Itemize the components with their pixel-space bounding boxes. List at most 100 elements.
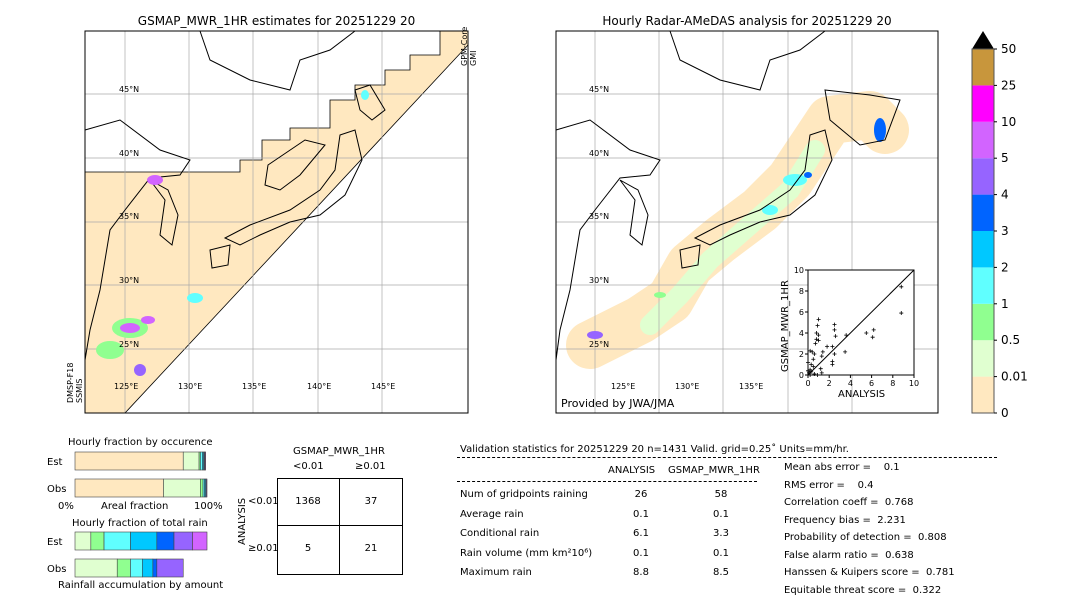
right-map-frame xyxy=(555,30,939,414)
lon-label: 145°E xyxy=(371,382,396,391)
left-gridlines xyxy=(85,31,468,413)
right-map xyxy=(555,30,939,414)
diagonal-line xyxy=(807,269,915,376)
scatter-point xyxy=(816,317,821,322)
occurrence-est-segment xyxy=(182,451,200,471)
score-line: Equitable threat score = 0.322 xyxy=(784,584,942,596)
lat-label: 30°N xyxy=(589,276,610,285)
colorbar-tick-label: 0.01 xyxy=(1001,370,1028,384)
score-line: Mean abs error = 0.1 xyxy=(784,462,900,473)
colorbar-tick-label: 0 xyxy=(1001,406,1009,420)
colorbar-segment xyxy=(972,267,994,304)
stats-header: Validation statistics for 20251229 20 n=… xyxy=(460,444,849,455)
row-label-obs: Obs xyxy=(47,484,67,495)
y-tick-label: 8 xyxy=(799,287,804,296)
left-rain-cells xyxy=(96,90,369,376)
lat-label: 30°N xyxy=(119,276,140,285)
colorbar-tick-label: 3 xyxy=(1001,224,1009,238)
lat-label: 35°N xyxy=(589,212,610,221)
lat-label: 40°N xyxy=(589,149,610,158)
col-label: ≥0.01 xyxy=(355,461,386,472)
rain-est-segment xyxy=(130,531,158,551)
scatter-point xyxy=(808,367,813,372)
scatter-point xyxy=(833,334,838,339)
scatter-point xyxy=(806,368,810,373)
left-map xyxy=(84,30,469,414)
colorbar-extend-arrow xyxy=(972,31,994,49)
scatter-point xyxy=(832,352,837,356)
scatter-point xyxy=(899,311,904,316)
occurrence-title: Hourly fraction by occurence xyxy=(68,437,213,448)
scatter-point xyxy=(899,284,904,289)
scatter-point xyxy=(819,354,824,359)
scatter-point xyxy=(832,327,837,332)
total-rain-xlabel: Rainfall accumulation by amount xyxy=(58,580,224,591)
x-tick-label: 4 xyxy=(848,379,853,388)
scatter-point xyxy=(820,349,825,354)
rain-obs-segment xyxy=(116,558,131,578)
scatter-point xyxy=(832,322,837,327)
contingency-title: GSMAP_MWR_1HR xyxy=(293,446,385,457)
colorbar-tick-label: 50 xyxy=(1001,42,1016,56)
colorbar: 0 0.01 0.5 1 2 3 4 5 10 25 50 xyxy=(971,31,1028,420)
stat-analysis: 0.1 xyxy=(633,508,649,520)
lon-label: 130°E xyxy=(178,382,203,391)
scatter-point xyxy=(871,327,876,332)
rain-obs-segment xyxy=(74,558,118,578)
cell: 5 xyxy=(304,543,312,554)
colorbar-segment xyxy=(972,49,994,86)
colorbar-tick-label: 25 xyxy=(1001,78,1016,92)
colorbar-segment xyxy=(972,121,994,159)
scatter-point xyxy=(808,373,813,377)
stat-analysis: 0.1 xyxy=(633,547,649,559)
scatter-point xyxy=(843,349,848,354)
scatter-point xyxy=(815,373,820,377)
scatter-point xyxy=(830,362,835,367)
stat-analysis: 26 xyxy=(634,489,648,500)
occurrence-obs-segment xyxy=(206,478,208,498)
scatter-point xyxy=(830,344,835,349)
scatter-point xyxy=(814,337,819,342)
scatter-point xyxy=(812,371,817,376)
stat-label: Num of gridpoints raining xyxy=(460,489,588,500)
row-title: ANALYSIS xyxy=(237,497,248,545)
stat-analysis: 6.1 xyxy=(633,528,649,539)
score-line: RMS error = 0.4 xyxy=(784,479,874,491)
scatter-point xyxy=(864,331,869,335)
stat-gsmap: 0.1 xyxy=(713,547,729,559)
stat-gsmap: 0.1 xyxy=(713,508,729,520)
left-map-title: GSMAP_MWR_1HR estimates for 20251229 20 xyxy=(137,14,416,28)
right-rain-cells xyxy=(587,118,886,339)
scatter-point xyxy=(816,333,821,338)
scatter-point xyxy=(812,352,817,356)
x-tick-label: 6 xyxy=(869,379,874,388)
x-tick-label: 8 xyxy=(890,379,895,388)
score-line: False alarm ratio = 0.638 xyxy=(784,549,914,561)
scatter-point xyxy=(816,338,821,343)
scatter-xlabel: ANALYSIS xyxy=(838,389,886,400)
colorbar-segment xyxy=(972,85,994,122)
data-credit: Provided by JWA/JMA xyxy=(561,397,675,410)
y-tick-label: 0 xyxy=(799,371,804,380)
total-rain-title: Hourly fraction of total rain xyxy=(72,518,208,529)
scatter-point xyxy=(814,331,819,335)
stat-gsmap: 8.5 xyxy=(713,567,729,578)
score-line: Probability of detection = 0.808 xyxy=(784,532,947,543)
axis-right-label: 100% xyxy=(194,501,223,512)
colorbar-segment xyxy=(972,303,994,341)
lon-label: 135°E xyxy=(739,382,764,391)
sensor-top-label: GPM-Core GMI xyxy=(460,26,478,66)
stat-label: Average rain xyxy=(460,508,524,520)
y-tick-label: 2 xyxy=(799,350,804,359)
score-line: Frequency bias = 2.231 xyxy=(784,514,906,526)
rain-obs-segment xyxy=(130,558,143,578)
cell: 21 xyxy=(364,543,378,554)
colorbar-tick-label: 0.5 xyxy=(1001,333,1020,347)
y-tick-label: 6 xyxy=(799,308,804,317)
stat-label: Conditional rain xyxy=(460,528,540,539)
scatter-point xyxy=(810,349,815,354)
colorbar-tick-label: 1 xyxy=(1001,297,1009,311)
row-label: <0.01 xyxy=(248,496,279,507)
scatter-point xyxy=(825,344,830,349)
